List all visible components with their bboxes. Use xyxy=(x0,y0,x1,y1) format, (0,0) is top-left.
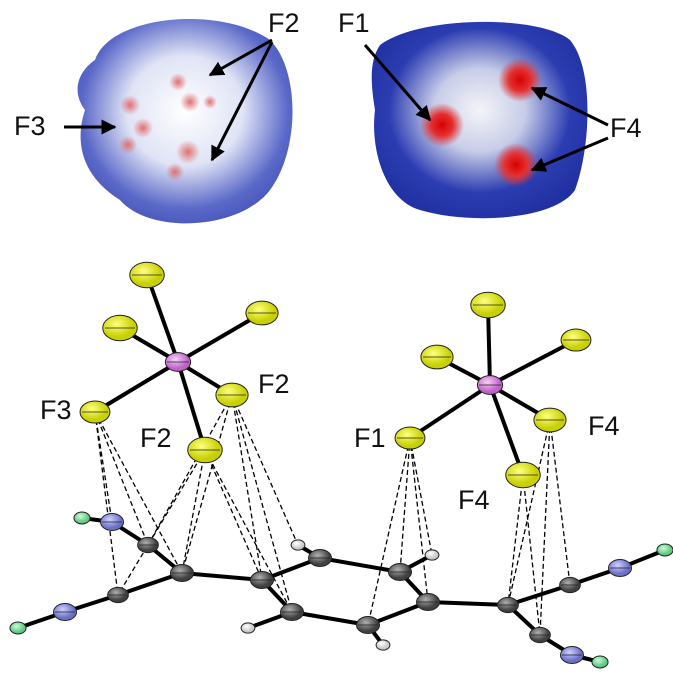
contact-line xyxy=(95,412,118,595)
contact-line xyxy=(148,395,232,545)
molecule xyxy=(10,262,673,668)
page-body: {"hirshfeld_surfaces":{"labels":["F2","F… xyxy=(0,0,673,673)
bond xyxy=(490,340,576,385)
contact-line xyxy=(182,395,232,573)
atom xyxy=(592,656,608,668)
contact-line xyxy=(232,395,262,580)
atom xyxy=(291,540,305,550)
contact-line xyxy=(508,475,523,605)
page: html,body{margin:0;padding:0;background:… xyxy=(0,0,673,673)
label: F2 xyxy=(140,423,172,453)
contact-line xyxy=(368,438,410,625)
bond xyxy=(410,385,490,438)
contact-line xyxy=(205,450,292,612)
bond xyxy=(147,275,178,362)
label: F4 xyxy=(458,485,490,515)
label: F2 xyxy=(258,369,290,399)
atom xyxy=(74,512,90,524)
bond xyxy=(182,573,262,580)
contact-line xyxy=(232,395,298,545)
label: F3 xyxy=(40,395,72,425)
atom xyxy=(657,544,673,556)
label: F1 xyxy=(354,423,386,453)
label: F4 xyxy=(588,411,620,441)
contact-line xyxy=(182,450,205,573)
label: F2 xyxy=(268,8,300,38)
surface-right xyxy=(372,22,588,218)
contact-line xyxy=(205,450,262,580)
atom xyxy=(241,623,255,633)
surface-left xyxy=(78,19,293,223)
figure: F2 F3 F1 F4 F3 F2 F2 F1 F4 F4 xyxy=(0,0,673,673)
label: F1 xyxy=(338,8,370,38)
bond xyxy=(95,362,178,412)
atom xyxy=(425,550,439,560)
atom xyxy=(10,622,26,634)
bond xyxy=(490,385,523,475)
label: F3 xyxy=(14,111,46,141)
label: F4 xyxy=(610,113,642,143)
bond xyxy=(428,602,508,605)
contact-line xyxy=(540,420,550,635)
contact-line xyxy=(550,420,570,585)
atom xyxy=(376,640,390,650)
bond xyxy=(320,558,400,572)
